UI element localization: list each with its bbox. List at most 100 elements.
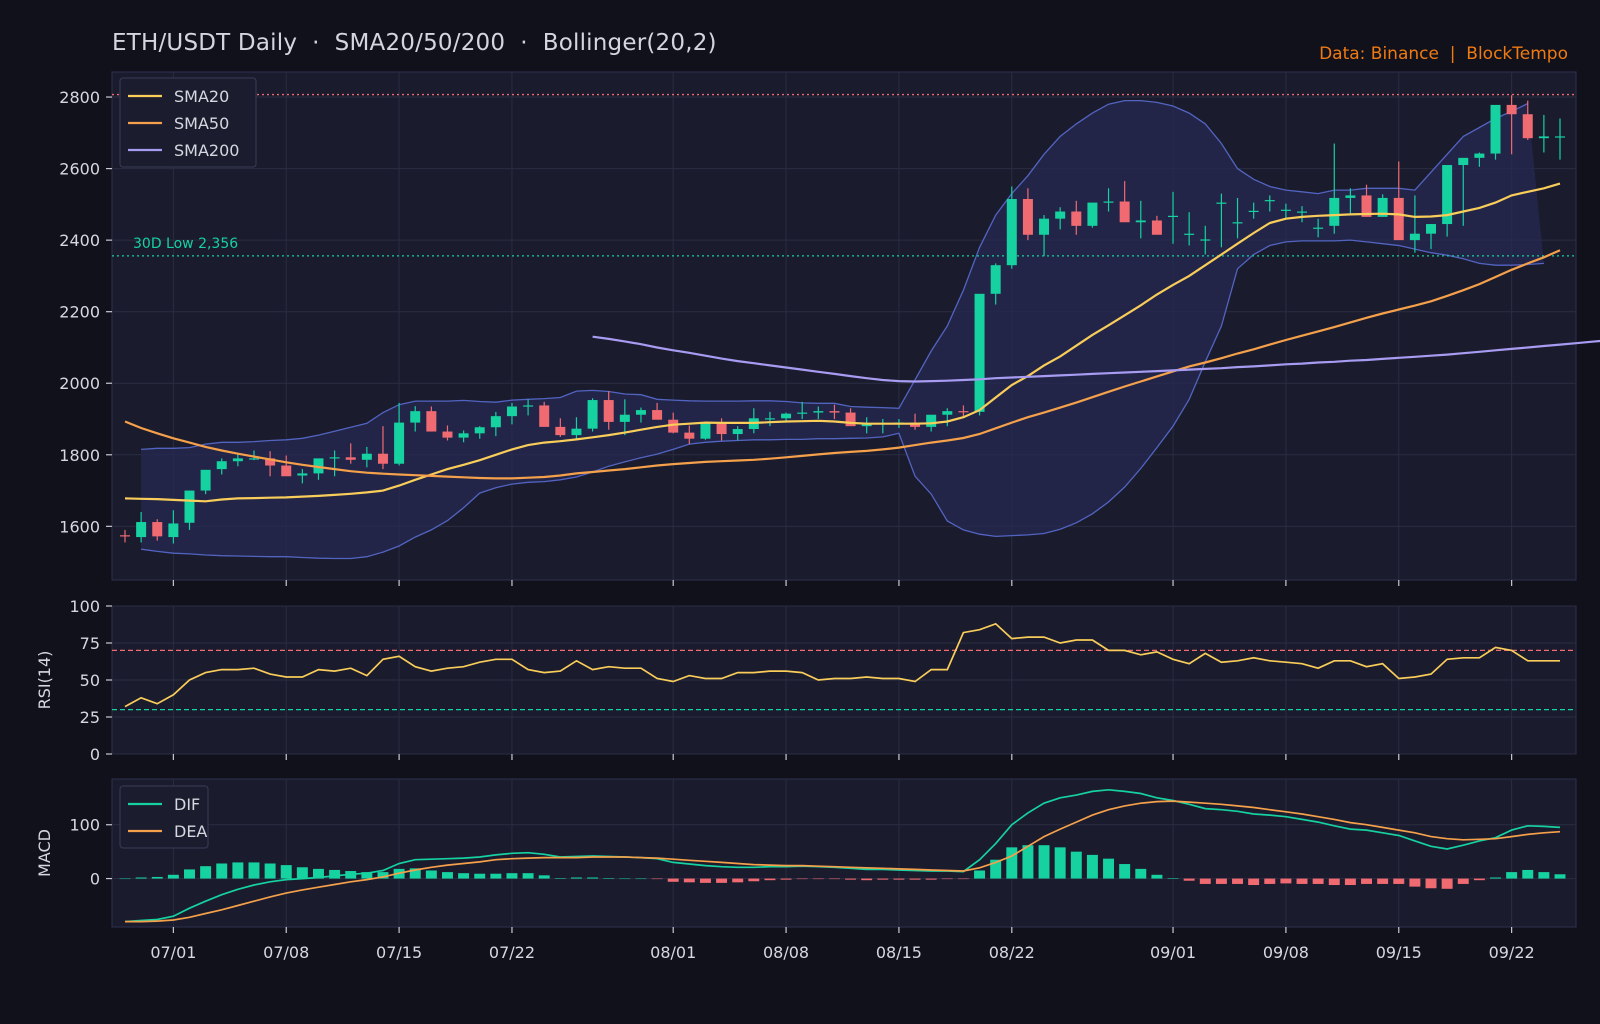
macd-histogram-bar: [1554, 874, 1566, 879]
macd-histogram-bar: [651, 878, 663, 880]
macd-histogram-bar: [1296, 878, 1308, 884]
macd-histogram-bar: [1457, 878, 1469, 884]
macd-histogram-bar: [474, 873, 486, 879]
macd-histogram-bar: [441, 872, 453, 879]
candle-body: [1474, 153, 1485, 158]
legend-box: [119, 77, 257, 168]
candle-body: [458, 433, 469, 438]
macd-histogram-bar: [909, 878, 921, 880]
candle-body: [442, 431, 453, 438]
macd-histogram-bar: [1151, 874, 1163, 879]
macd-histogram-bar: [1006, 847, 1018, 879]
candle-body: [329, 457, 340, 459]
y-tick-label: 2600: [59, 160, 100, 179]
x-tick-label: 08/15: [876, 943, 922, 962]
candle-body: [490, 416, 501, 428]
macd-histogram-bar: [796, 878, 808, 880]
macd-histogram-bar: [1377, 878, 1389, 884]
candle-body: [265, 458, 276, 466]
macd-histogram-bar: [522, 873, 534, 879]
macd-histogram-bar: [313, 868, 324, 879]
candle-body: [1168, 215, 1179, 218]
y-tick-label: 25: [80, 708, 100, 727]
legend-label: DEA: [174, 822, 207, 841]
candle-body: [1393, 197, 1404, 241]
macd-histogram-bar: [587, 877, 599, 879]
candle-body: [200, 469, 211, 491]
macd-histogram-bar: [135, 877, 147, 879]
candle-body: [539, 405, 550, 427]
y-tick-label: 100: [69, 816, 100, 835]
macd-histogram-bar: [1312, 878, 1324, 884]
macd-histogram-bar: [667, 878, 679, 882]
candle-body: [1426, 224, 1437, 234]
candle-body: [474, 427, 485, 434]
candle-body: [571, 428, 582, 436]
macd-histogram-bar: [1232, 878, 1244, 884]
macd-histogram-bar: [1135, 868, 1147, 879]
macd-histogram-bar: [1103, 858, 1115, 879]
bollinger-lower-line: [141, 239, 1544, 560]
macd-axis-label: MACD: [35, 829, 54, 877]
y-tick-label: 1800: [59, 446, 100, 465]
y-tick-label: 100: [69, 597, 100, 616]
candle-body: [1200, 239, 1211, 241]
y-tick-label: 1600: [59, 517, 100, 536]
x-tick-label: 07/22: [489, 943, 535, 962]
candle-body: [1313, 227, 1324, 229]
macd-histogram-bar: [812, 878, 824, 880]
macd-histogram-bar: [490, 873, 502, 879]
macd-histogram-bar: [1038, 845, 1050, 879]
sma200-line: [592, 335, 1600, 383]
macd-histogram-bar: [1344, 878, 1356, 886]
candle-body: [281, 465, 292, 477]
bollinger-fill: [141, 100, 1544, 559]
macd-histogram-bar: [925, 878, 937, 880]
macd-histogram-bar: [619, 878, 631, 880]
macd-histogram-bar: [554, 878, 566, 879]
candle-body: [668, 419, 679, 433]
y-tick-label: 0: [90, 870, 100, 889]
candle-body: [1329, 197, 1340, 226]
macd-histogram-bar: [1167, 878, 1179, 879]
candle-body: [313, 458, 324, 474]
candlesticks: [120, 95, 1565, 544]
macd-histogram-bar: [1490, 877, 1501, 879]
candle-body: [813, 411, 824, 413]
rsi-line: [124, 622, 1560, 708]
rsi-axis-label: RSI(14): [35, 651, 54, 710]
macd-histogram-bar: [296, 867, 308, 879]
macd-histogram-bar: [699, 878, 711, 883]
candle-body: [232, 458, 243, 462]
legends: SMA20 SMA50 SMA200 DIF DEA: [119, 77, 257, 849]
indicator-lines: [124, 182, 1600, 923]
main-legend: SMA20 SMA50 SMA200: [119, 77, 257, 168]
candle-body: [942, 411, 953, 415]
candle-body: [684, 432, 695, 439]
x-tick-label: 08/22: [989, 943, 1035, 962]
macd-histogram-bar: [1264, 878, 1276, 884]
macd-histogram-bar: [216, 863, 228, 879]
macd-histogram-bar: [200, 866, 212, 879]
candle-body: [958, 411, 969, 413]
macd-histogram-bar: [329, 869, 341, 879]
x-tick-label: 08/01: [650, 943, 696, 962]
candle-body: [652, 410, 663, 420]
data-source-label: Data: Binance | BlockTempo: [1319, 44, 1568, 64]
macd-histogram-bar: [1473, 878, 1485, 881]
candle-body: [1345, 195, 1356, 198]
candle-body: [506, 406, 517, 417]
macd-histogram-bar: [570, 877, 582, 879]
macd-histogram-bar: [716, 878, 728, 883]
candle-body: [1022, 199, 1033, 235]
x-tick-label: 09/22: [1489, 943, 1535, 962]
candle-body: [1555, 136, 1565, 138]
candle-body: [410, 411, 421, 423]
candle-body: [1087, 202, 1098, 226]
candle-body: [1506, 104, 1517, 115]
macd-histogram-bar: [280, 865, 292, 879]
candle-body: [297, 473, 308, 476]
macd-histogram-bar: [377, 872, 389, 879]
macd-histogram-bar: [1215, 878, 1227, 884]
x-tick-label: 07/08: [263, 943, 309, 962]
